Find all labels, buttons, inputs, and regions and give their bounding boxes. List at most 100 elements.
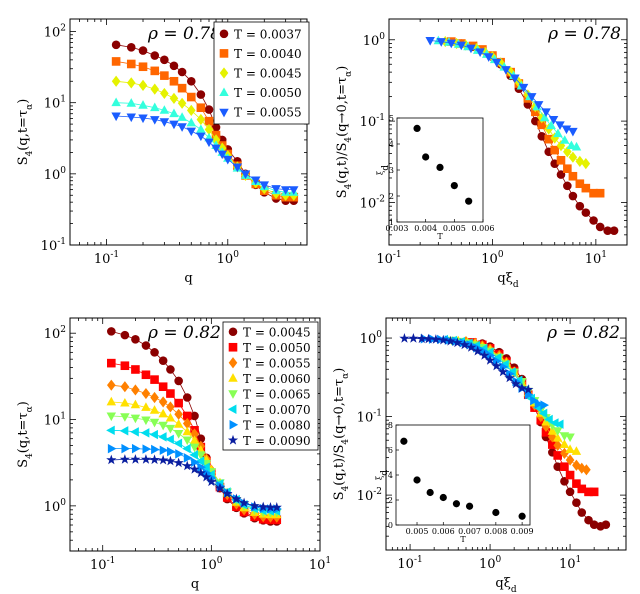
data-point <box>565 454 575 466</box>
data-point <box>166 401 175 413</box>
data-point <box>130 427 139 437</box>
data-point <box>165 434 174 445</box>
data-point <box>561 125 572 135</box>
legend-label: T = 0.0045 <box>234 67 302 81</box>
x-axis-label: q <box>191 577 199 592</box>
data-point <box>204 116 214 126</box>
data-point <box>169 108 179 118</box>
data-point <box>289 186 299 195</box>
data-point <box>158 396 168 408</box>
x-axis-label: qξd <box>497 271 518 290</box>
data-point <box>150 116 160 125</box>
data-point <box>107 379 116 391</box>
data-point <box>149 454 160 465</box>
data-point <box>556 155 566 165</box>
data-point <box>560 462 569 472</box>
data-point <box>169 76 179 86</box>
data-point <box>581 208 591 217</box>
data-point <box>158 421 168 431</box>
data-point <box>182 460 193 471</box>
y-tick-label: 10-2 <box>357 487 382 504</box>
data-point <box>548 440 557 449</box>
legend-marker <box>219 67 229 79</box>
y-tick-label: 100 <box>363 32 386 49</box>
data-point <box>120 361 130 371</box>
data-point <box>206 476 217 487</box>
inset-y-tick-label: 1 <box>389 218 394 227</box>
data-point <box>249 500 260 511</box>
data-point <box>121 443 131 454</box>
data-point <box>554 419 564 429</box>
x-tick-label: 10-1 <box>397 555 422 572</box>
inset-point <box>413 124 421 132</box>
rho-annotation: ρ = 0.82 <box>546 323 620 343</box>
inset-y-tick-label: 5 <box>389 114 394 123</box>
legend-label: T = 0.0050 <box>243 341 311 355</box>
data-point <box>189 443 200 453</box>
data-point <box>157 432 167 442</box>
data-point <box>131 334 140 344</box>
data-point <box>107 443 117 454</box>
data-point <box>459 339 470 350</box>
x-axis-label: qξd <box>495 576 516 594</box>
data-point <box>544 134 554 144</box>
data-point <box>231 493 242 504</box>
inset-y-label: ξd <box>376 165 391 175</box>
data-point <box>568 151 578 163</box>
data-point <box>173 438 183 449</box>
data-point <box>466 342 477 352</box>
data-point <box>501 66 511 75</box>
data-point <box>196 103 206 113</box>
data-point <box>571 446 582 455</box>
data-point <box>541 428 551 437</box>
data-point <box>160 55 169 65</box>
inset-point <box>422 153 430 161</box>
data-point <box>169 120 179 130</box>
data-point <box>138 114 148 124</box>
data-point <box>541 108 551 118</box>
data-point <box>510 378 521 389</box>
data-point <box>158 356 168 366</box>
y-tick-label: 10-1 <box>357 409 382 426</box>
data-point <box>190 428 199 440</box>
data-point <box>222 488 233 499</box>
legend-label: T = 0.0065 <box>243 387 311 401</box>
ticks <box>69 318 321 552</box>
inset-y-tick-label: 3 <box>389 166 394 175</box>
data-point <box>550 145 560 155</box>
inset-x-tick-label: 0.005 <box>443 224 466 233</box>
data-point <box>138 100 148 109</box>
data-point <box>552 427 563 436</box>
data-point <box>138 62 148 72</box>
data-point <box>126 43 136 52</box>
data-point <box>534 399 544 409</box>
data-point <box>595 222 605 232</box>
inset-x-tick-label: 0.004 <box>414 224 437 233</box>
data-point <box>271 185 281 194</box>
data-point <box>559 135 570 144</box>
data-point <box>204 105 214 114</box>
data-point <box>131 384 140 396</box>
data-point <box>126 98 136 107</box>
data-point <box>446 39 457 49</box>
data-point <box>182 436 192 446</box>
inset: 0.005 0.006 0.007 0.008 0.009 0 2 4 6 8 Tξd <box>375 421 534 544</box>
x-tick-label: 100 <box>217 250 240 267</box>
data-point <box>510 74 520 84</box>
data-point <box>609 226 619 235</box>
data-point <box>186 127 197 137</box>
x-axis-label: q <box>184 271 192 286</box>
data-point <box>436 38 446 47</box>
data-point <box>106 425 115 436</box>
data-point <box>223 155 233 165</box>
data-point <box>111 75 121 87</box>
data-point <box>549 418 559 428</box>
data-point <box>575 179 585 189</box>
y-tick-label: 100 <box>44 166 67 183</box>
legend-marker <box>228 373 238 382</box>
data-point <box>175 449 184 459</box>
inset-point <box>465 197 473 205</box>
data-point <box>568 127 578 137</box>
y-axis-label: S4(q,t=τα) <box>16 99 35 166</box>
ticks <box>385 318 627 551</box>
